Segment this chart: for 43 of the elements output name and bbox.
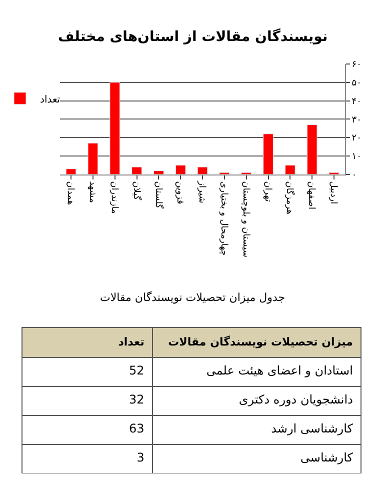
x-tick-label: مازندران [108,181,119,214]
bar [154,170,164,174]
legend-label: تعداد [40,94,60,106]
data-label: 52 [129,363,144,378]
text: میزان تحصیلات نویسندگان مقالات [168,335,353,348]
bar [132,166,142,174]
x-tick-label: قزوین [174,181,185,204]
y-tick-label: ۲۰ [352,134,362,144]
x-tick-label: گیلان [130,181,143,201]
bar [175,164,186,174]
x-tick-label: مشهد [87,181,98,204]
x-tick-label: هرمزگان [284,181,296,215]
data-label: 32 [129,392,144,406]
bar [88,142,98,174]
x-tick-label: گلستان [152,181,165,210]
x-tick-label: اصفهان [306,181,316,210]
x-tick-label: چهارمحال و بختیاری [218,181,229,256]
text: تعداد [118,335,144,348]
category-label: دانشجویان دوره دکتری [238,392,353,406]
y-tick-label: ۶۰ [352,60,362,70]
bar [110,82,120,174]
data-label: 3 [136,450,144,464]
bar [66,168,76,174]
x-tick-label: تهران [262,181,272,202]
y-tick-label: ۵۰ [352,78,362,89]
x-tick-label: شیراز [196,180,207,204]
data-label: 63 [129,421,144,436]
category-label: کارشناسی ارشد [271,421,354,436]
y-tick-label: ۰ [352,170,357,181]
y-tick-label: ۱۰ [352,152,362,162]
y-tick-label: ۳۰ [352,115,362,126]
bar [306,124,318,174]
category-label: کارشناسی [300,450,354,464]
bar [263,134,274,174]
x-tick-label: اردبیل [328,181,338,204]
bar [197,166,208,174]
chart-title: نویسندگان مقالات از استان‌های مختلف [58,28,328,45]
x-tick-label: سیستان و بلوچستان [240,181,250,258]
x-tick-label: همدان [65,181,76,206]
y-tick-label: ۴۰ [352,96,362,107]
category-label: استادان و اعضای هیئت علمی [206,363,353,378]
bar [284,164,296,174]
text: جدول میزان تحصیلات نویسندگان مقالات [100,291,286,304]
